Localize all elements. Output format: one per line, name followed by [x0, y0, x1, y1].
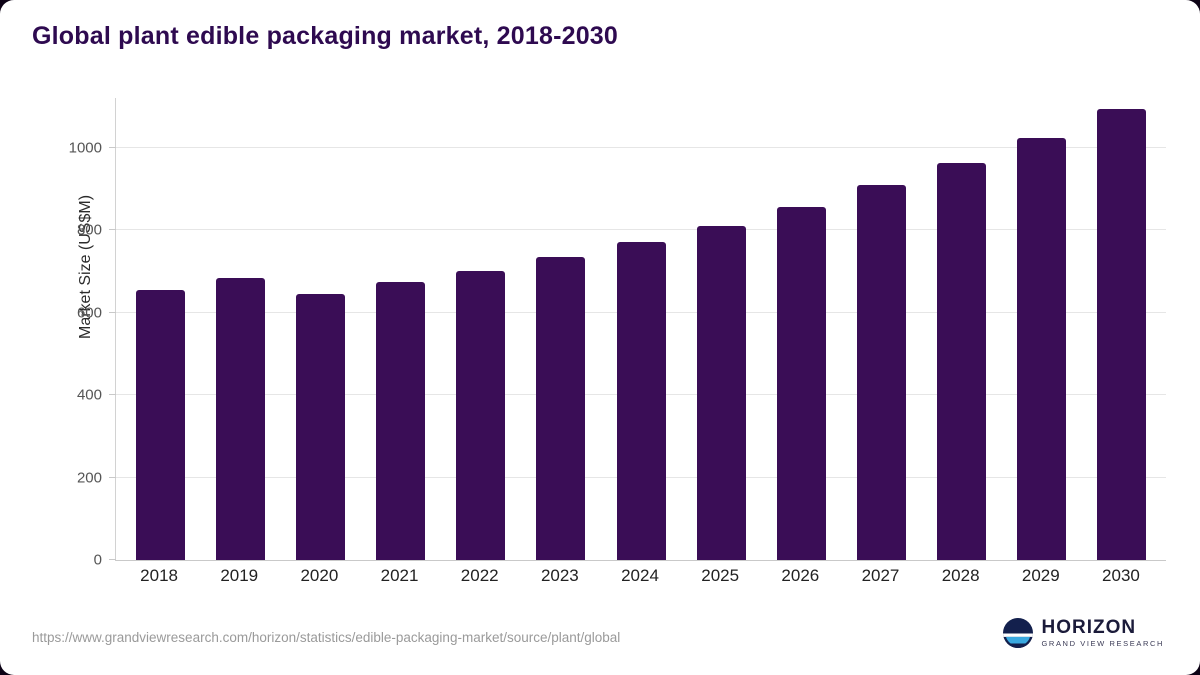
x-tick-label-2021: 2021 — [380, 566, 419, 585]
bar-slot-2028 — [922, 98, 1002, 560]
bar-2023 — [536, 256, 586, 560]
bar-2026 — [776, 207, 826, 560]
bar-2027 — [856, 185, 906, 560]
y-tick-mark-400 — [109, 394, 116, 396]
horizon-logo-title: HORIZON — [1041, 617, 1137, 639]
bar-slot-2029 — [1002, 98, 1082, 560]
bars-container — [116, 98, 1166, 560]
y-tick-mark-800 — [109, 229, 116, 230]
bar-slot-2021 — [360, 98, 440, 560]
bar-slot-2025 — [681, 98, 761, 560]
plot-area: 0 200 400 600 800 1000 — [69, 98, 1166, 569]
bar-slot-2019 — [200, 98, 280, 560]
y-tick-label-0: 0 — [93, 551, 102, 569]
x-tick-label-2027: 2027 — [861, 566, 900, 585]
x-axis-labels: 2018 2019 2020 2021 2022 2023 2024 2025 2026 2027… — [115, 566, 1165, 586]
horizon-logo-text: HORIZON GRAND VIEW RESEARCH — [1042, 618, 1165, 648]
bar-slot-2020 — [280, 98, 360, 560]
bar-slot-2027 — [841, 98, 921, 560]
y-tick-label-800: 800 — [76, 221, 102, 239]
x-tick-label-2029: 2029 — [1021, 566, 1060, 585]
y-tick-mark-200 — [109, 476, 116, 478]
y-tick-mark-1000 — [109, 146, 116, 148]
horizon-logo-icon — [1002, 618, 1033, 648]
bar-slot-2018 — [120, 98, 200, 560]
horizon-logo-subtitle: GRAND VIEW RESEARCH — [1041, 639, 1164, 649]
bar-slot-2022 — [441, 98, 521, 560]
x-tick-label-2025: 2025 — [701, 566, 740, 585]
x-tick-label-2020: 2020 — [300, 566, 339, 585]
x-tick-label-2024: 2024 — [621, 566, 659, 585]
x-tick-label-2030: 2030 — [1102, 566, 1140, 585]
y-tick-label-1000: 1000 — [68, 139, 102, 156]
bar-slot-2024 — [601, 98, 681, 560]
bar-2020 — [295, 293, 345, 560]
bar-2022 — [456, 271, 506, 560]
bar-2019 — [215, 277, 265, 560]
bar-2025 — [696, 225, 746, 560]
x-tick-label-2026: 2026 — [781, 566, 820, 585]
bar-slot-2026 — [761, 98, 841, 560]
x-tick-label-2018: 2018 — [140, 566, 178, 585]
gridline-800 — [116, 229, 1166, 230]
y-tick-label-400: 400 — [76, 386, 102, 404]
gridline-1000 — [116, 146, 1166, 148]
bar-slot-2023 — [521, 98, 601, 560]
bar-2030 — [1097, 109, 1147, 560]
bar-2028 — [937, 163, 987, 560]
chart-title: Global plant edible packaging market, 20… — [32, 22, 619, 50]
y-tick-mark-600 — [109, 311, 116, 313]
y-tick-label-600: 600 — [76, 304, 102, 322]
x-tick-label-2023: 2023 — [540, 566, 579, 585]
x-tick-label-2019: 2019 — [220, 566, 259, 585]
bar-2018 — [135, 289, 185, 560]
y-tick-label-200: 200 — [76, 469, 102, 487]
bar-2021 — [376, 281, 426, 560]
bar-2024 — [616, 241, 666, 560]
horizon-logo: HORIZON GRAND VIEW RESEARCH — [1002, 618, 1165, 648]
bar-slot-2030 — [1082, 98, 1162, 560]
x-tick-label-2028: 2028 — [941, 566, 980, 585]
y-tick-mark-0 — [109, 559, 116, 560]
source-url: https://www.grandviewresearch.com/horizo… — [32, 630, 621, 645]
bar-2029 — [1017, 138, 1067, 560]
x-tick-label-2022: 2022 — [460, 566, 499, 585]
